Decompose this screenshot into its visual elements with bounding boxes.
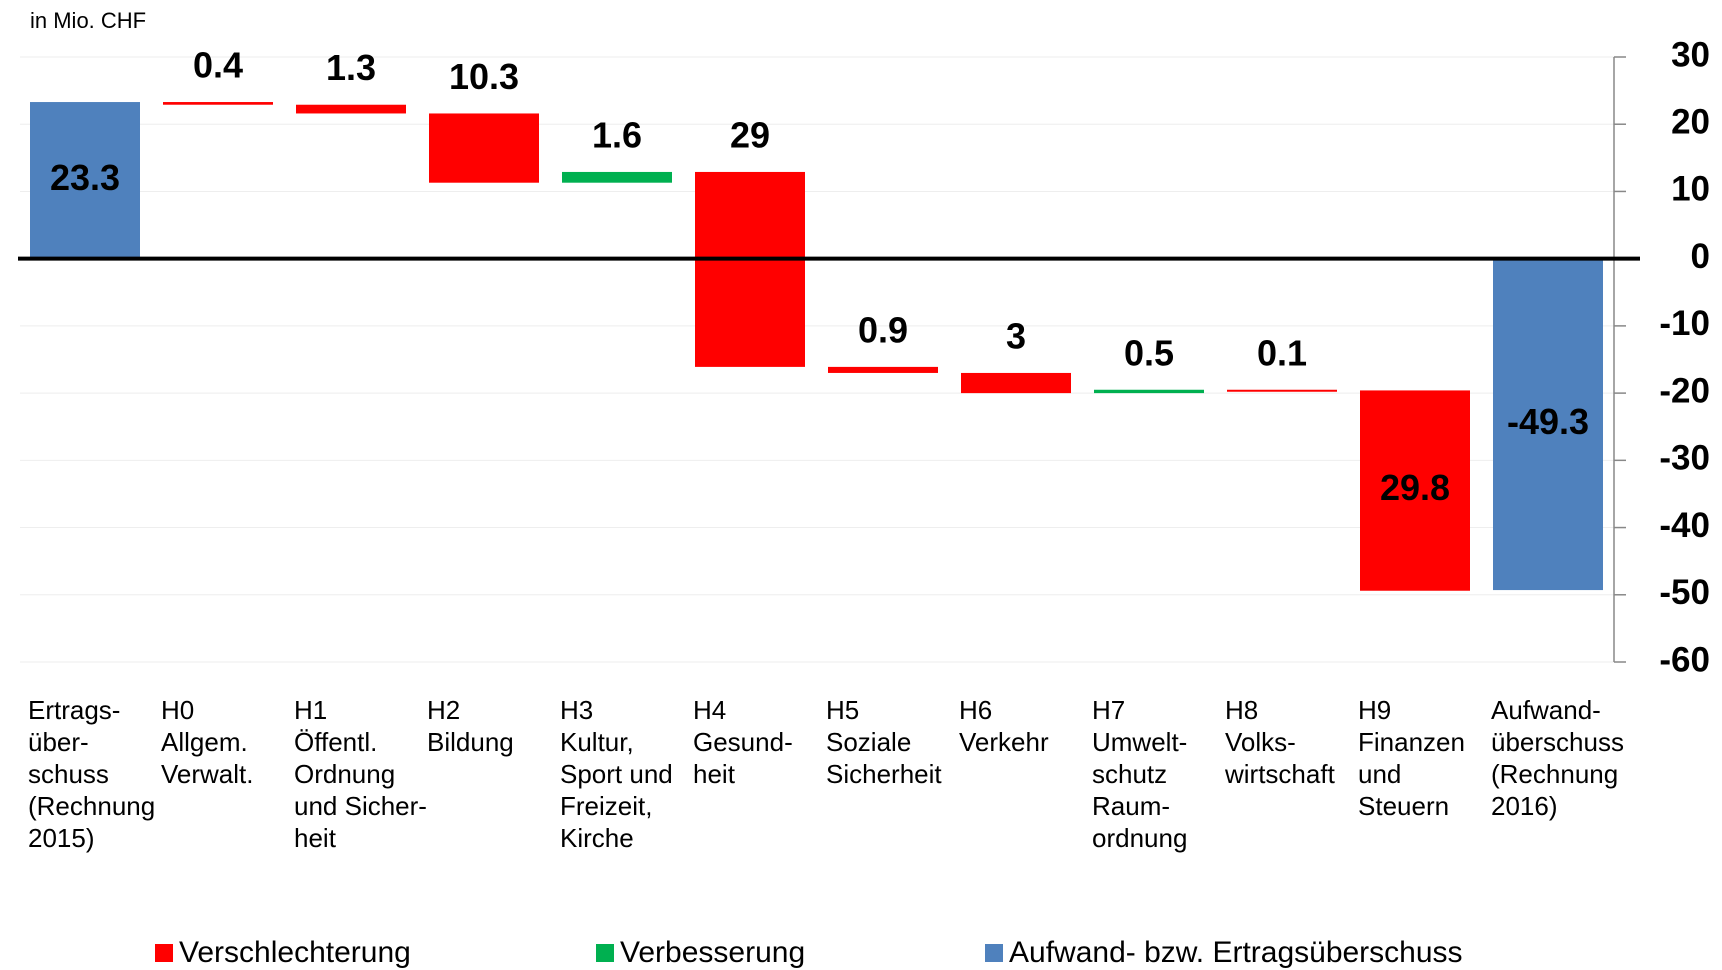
x-tick-label: H3 Kultur, Sport und Freizeit, Kirche xyxy=(560,695,673,853)
x-tick-label: H8 Volks- wirtschaft xyxy=(1225,695,1335,789)
x-tick-label: H7 Umwelt- schutz Raum- ordnung xyxy=(1092,695,1188,853)
value-label: 10.3 xyxy=(449,56,519,97)
legend-label: Verschlechterung xyxy=(179,936,411,969)
legend-swatch xyxy=(985,944,1003,962)
legend-label: Aufwand- bzw. Ertragsüberschuss xyxy=(1009,936,1463,969)
value-label: 29 xyxy=(730,114,770,155)
value-label: 1.6 xyxy=(592,114,642,155)
bar xyxy=(296,104,406,114)
value-label: 3 xyxy=(1006,315,1026,356)
y-tick-label: -40 xyxy=(1659,506,1710,545)
y-tick-label: -30 xyxy=(1659,439,1710,478)
bar xyxy=(1493,258,1603,591)
x-tick-label: Aufwand- überschuss (Rechnung 2016) xyxy=(1491,695,1624,821)
unit-label: in Mio. CHF xyxy=(30,8,147,33)
legend-item: Verschlechterung xyxy=(155,936,411,970)
y-tick-label: 10 xyxy=(1671,170,1710,209)
value-label: 29.8 xyxy=(1380,467,1450,508)
y-tick-label: -50 xyxy=(1659,573,1710,612)
y-tick-label: -20 xyxy=(1659,371,1710,410)
x-tick-label: H5 Soziale Sicherheit xyxy=(826,695,942,789)
y-tick-label: 0 xyxy=(1691,237,1710,276)
y-tick-label: -10 xyxy=(1659,304,1710,343)
value-label: 0.1 xyxy=(1257,332,1307,373)
x-tick-label: H1 Öffentl. Ordnung und Sicher- heit xyxy=(294,695,427,853)
legend-swatch xyxy=(155,944,173,962)
legend-label: Verbesserung xyxy=(620,936,806,969)
x-tick-label: H0 Allgem. Verwalt. xyxy=(161,695,254,789)
legend-item: Verbesserung xyxy=(596,936,805,970)
value-label: 0.5 xyxy=(1124,332,1174,373)
x-tick-label: H6 Verkehr xyxy=(959,695,1049,757)
bar xyxy=(1360,390,1470,591)
bar xyxy=(429,113,539,183)
bar xyxy=(1227,389,1337,392)
bar xyxy=(828,366,938,373)
value-label: 0.9 xyxy=(858,309,908,350)
bar xyxy=(30,102,140,259)
value-label: 1.3 xyxy=(326,47,376,88)
legend-item: Aufwand- bzw. Ertragsüberschuss xyxy=(985,936,1463,970)
bar xyxy=(562,171,672,183)
x-tick-label: H4 Gesund- heit xyxy=(693,695,793,789)
bar xyxy=(695,171,805,367)
x-tick-label: Ertrags- über- schuss (Rechnung 2015) xyxy=(28,695,156,853)
bar xyxy=(1094,389,1204,394)
x-tick-label: H9 Finanzen und Steuern xyxy=(1358,695,1465,821)
value-label: 0.4 xyxy=(193,45,243,86)
y-tick-label: 20 xyxy=(1671,102,1710,141)
bar xyxy=(163,102,273,105)
legend-swatch xyxy=(596,944,614,962)
value-label: -49.3 xyxy=(1507,401,1589,442)
value-label: 23.3 xyxy=(50,157,120,198)
x-tick-label: H2 Bildung xyxy=(427,695,514,757)
y-tick-label: 30 xyxy=(1671,35,1710,74)
chart: -60 -50 -40 -30 -20 -10 0 10 20 30 23.3 0.4 1.3 10.3 1… xyxy=(18,35,1710,679)
bar xyxy=(961,372,1071,394)
y-tick-label: -60 xyxy=(1659,640,1710,679)
